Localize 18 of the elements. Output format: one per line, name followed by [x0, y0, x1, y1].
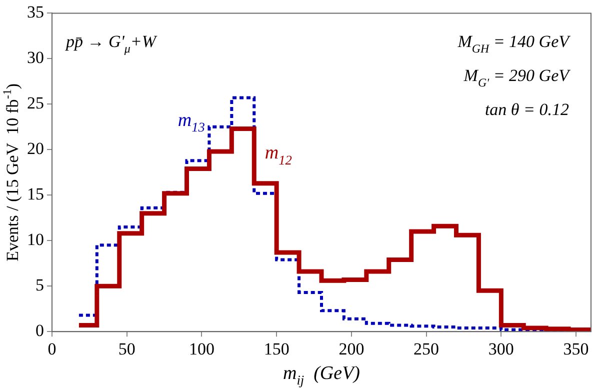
x-tick-label: 50 [118, 339, 136, 358]
y-axis-title: Events / (15 GeV 10 fb-1) [0, 83, 22, 262]
annotation: tan θ = 0.12 [484, 100, 570, 120]
y-tick-label: 30 [27, 48, 44, 68]
x-tick-label: 150 [264, 339, 290, 358]
x-tick-label: 200 [338, 339, 364, 358]
y-tick-label: 35 [27, 2, 44, 22]
y-tick-label: 10 [27, 230, 44, 250]
y-tick-label: 20 [27, 139, 44, 158]
x-tick-label: 0 [48, 339, 56, 358]
y-tick-label: 25 [27, 94, 44, 113]
x-tick-label: 250 [414, 339, 440, 358]
x-tick-label: 350 [563, 339, 589, 358]
y-tick-label: 5 [36, 276, 44, 295]
x-tick-label: 300 [488, 339, 514, 358]
x-tick-label: 100 [188, 339, 214, 358]
y-tick-label: 15 [27, 184, 44, 204]
y-tick-label: 0 [36, 321, 44, 340]
